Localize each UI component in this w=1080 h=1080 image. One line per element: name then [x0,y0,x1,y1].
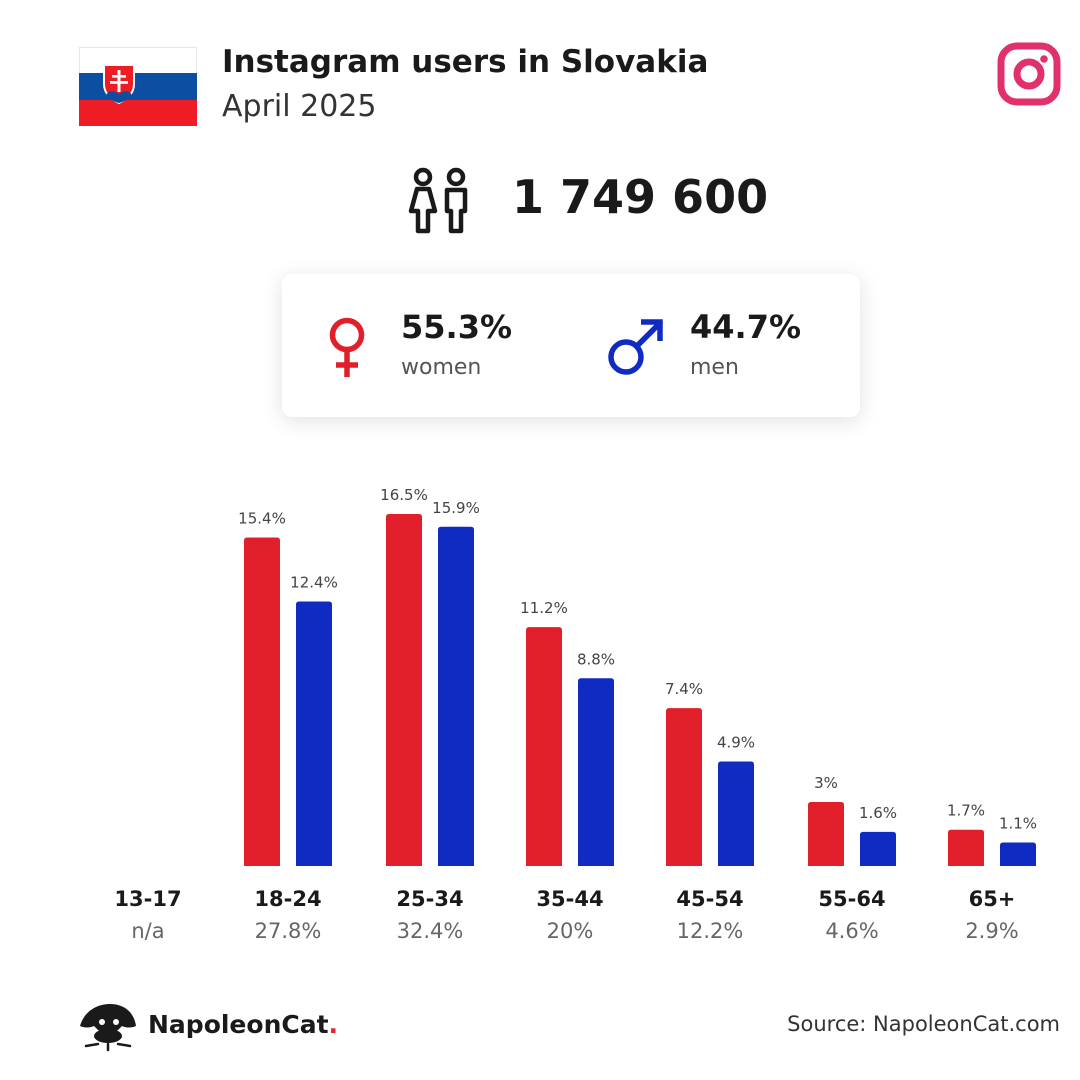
category-label-45-54: 45-54 [676,887,743,911]
category-label-55-64: 55-64 [818,887,885,911]
male-symbol-icon [608,319,663,375]
women-percent: 55.3% [401,308,513,346]
page-title: Instagram users in Slovakia [222,44,709,80]
category-label-65+: 65+ [969,887,1016,911]
men-label: men [690,355,739,380]
bar-men-35-44 [578,678,614,866]
bar-women-55-64 [808,802,844,866]
category-total-55-64: 4.6% [825,919,878,943]
data-label-men-55-64: 1.6% [859,804,897,822]
category-total-45-54: 12.2% [677,919,744,943]
napoleoncat-logo-icon [80,1004,136,1052]
category-total-25-34: 32.4% [397,919,464,943]
bar-men-25-34 [438,526,474,866]
data-label-women-45-54: 7.4% [665,680,703,698]
data-label-men-25-34: 15.9% [432,499,480,517]
data-label-men-65+: 1.1% [999,815,1037,833]
data-label-women-18-24: 15.4% [238,509,286,527]
category-total-35-44: 20% [547,919,594,943]
gender-split-card: 55.3% women 44.7% men [282,274,860,417]
napoleoncat-logo-text: NapoleonCat. [148,1010,338,1039]
instagram-icon [997,42,1061,106]
page-subtitle: April 2025 [222,89,377,124]
bar-men-65+ [1000,842,1036,866]
bar-women-45-54 [666,708,702,866]
brand-name: NapoleonCat [148,1010,329,1039]
category-total-18-24: 27.8% [255,919,322,943]
men-percent: 44.7% [690,308,802,346]
bar-women-25-34 [386,514,422,866]
bar-women-18-24 [244,537,280,866]
people-icon [408,167,468,234]
data-label-men-35-44: 8.8% [577,650,615,668]
category-total-65+: 2.9% [965,919,1018,943]
female-symbol-icon [329,317,365,377]
bar-women-35-44 [526,627,562,866]
data-label-women-65+: 1.7% [947,802,985,820]
source-credit: Source: NapoleonCat.com [787,1012,1060,1036]
bar-men-55-64 [860,831,896,866]
bar-women-65+ [948,829,984,866]
data-label-women-35-44: 11.2% [520,599,568,617]
data-label-men-45-54: 4.9% [717,733,755,751]
bar-men-45-54 [718,761,754,866]
age-gender-bar-chart: 13-17 n/a 15.4% 12.4% 18-24 27.8% 16.5%15.9% 25… [114,486,1037,943]
bar-men-18-24 [296,601,332,866]
data-label-women-55-64: 3% [814,774,838,792]
women-label: women [401,355,482,380]
brand-dot: . [328,1010,339,1039]
category-total-13-17: n/a [131,919,164,943]
data-label-women-25-34: 16.5% [380,486,428,504]
category-label-13-17: 13-17 [114,887,181,911]
slovakia-flag-icon [79,47,197,126]
category-label-35-44: 35-44 [536,887,603,911]
data-label-men-18-24: 12.4% [290,573,338,591]
category-label-18-24: 18-24 [254,887,321,911]
category-label-25-34: 25-34 [396,887,463,911]
total-users: 1 749 600 [512,170,769,224]
